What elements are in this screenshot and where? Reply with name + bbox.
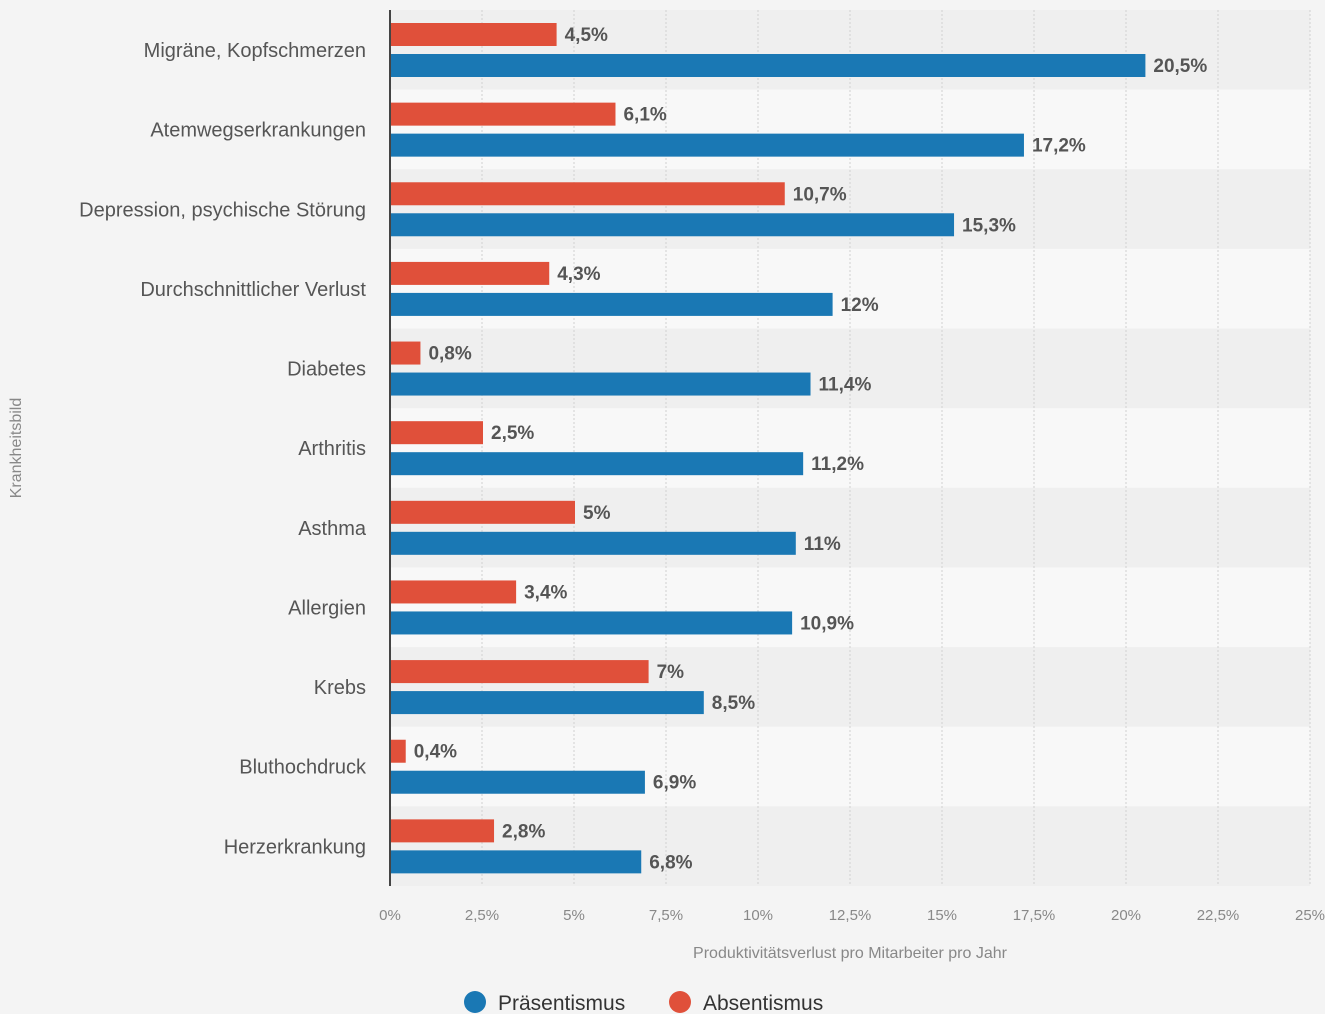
data-label-absentismus: 2,8% [502,821,545,842]
bar-praesentismus [391,850,641,873]
data-label-absentismus: 2,5% [491,423,534,444]
row-band [390,10,1310,90]
category-label: Arthritis [298,438,366,460]
bar-absentismus [391,580,516,603]
bar-praesentismus [391,134,1024,157]
bar-praesentismus [391,373,811,396]
data-label-praesentismus: 15,3% [962,215,1016,236]
bar-absentismus [391,342,420,365]
legend-label-absentismus: Absentismus [703,992,823,1014]
x-axis-title: Produktivitätsverlust pro Mitarbeiter pr… [693,945,1008,962]
row-band [390,169,1310,249]
data-label-absentismus: 4,5% [565,25,608,46]
x-tick-label: 10% [743,907,773,924]
x-tick-label: 0% [379,907,401,924]
bar-praesentismus [391,452,803,475]
y-axis-title: Krankheitsbild [8,398,25,499]
row-band [390,90,1310,170]
bar-praesentismus [391,771,645,794]
category-label: Migräne, Kopfschmerzen [144,40,366,62]
data-label-absentismus: 10,7% [793,184,847,205]
category-label: Bluthochdruck [239,757,367,779]
data-label-praesentismus: 8,5% [712,693,755,714]
row-band [390,329,1310,409]
legend: Präsentismus Absentismus [464,991,823,1014]
bar-absentismus [391,103,615,126]
data-label-praesentismus: 10,9% [800,613,854,634]
data-label-absentismus: 0,4% [414,742,457,763]
x-tick-label: 2,5% [465,907,499,924]
category-label: Diabetes [287,359,366,381]
bar-praesentismus [391,293,833,316]
category-label: Atemwegserkrankungen [150,120,366,142]
x-tick-label: 22,5% [1197,907,1240,924]
legend-label-praesentismus: Präsentismus [498,992,625,1014]
data-label-praesentismus: 20,5% [1153,56,1207,77]
bar-absentismus [391,819,494,842]
data-label-praesentismus: 6,9% [653,773,696,794]
data-label-praesentismus: 11% [804,534,841,555]
bar-praesentismus [391,691,704,714]
data-label-absentismus: 7% [657,662,685,683]
bar-absentismus [391,182,785,205]
data-label-praesentismus: 11,2% [811,454,864,475]
data-label-absentismus: 0,8% [428,344,471,365]
data-label-praesentismus: 17,2% [1032,136,1086,157]
bar-praesentismus [391,213,954,236]
bar-absentismus [391,421,483,444]
data-label-praesentismus: 6,8% [649,852,692,873]
bar-absentismus [391,23,557,46]
category-label: Krebs [314,677,366,699]
bar-absentismus [391,660,649,683]
data-label-praesentismus: 11,4% [819,375,872,396]
row-band [390,249,1310,329]
category-label: Depression, psychische Störung [79,199,366,221]
category-label: Herzerkrankung [224,836,366,858]
data-label-absentismus: 3,4% [524,582,567,603]
x-tick-label: 7,5% [649,907,683,924]
bar-praesentismus [391,532,796,555]
category-label: Durchschnittlicher Verlust [140,279,366,301]
bar-praesentismus [391,54,1145,77]
bar-absentismus [391,262,549,285]
data-label-absentismus: 4,3% [557,264,600,285]
bar-absentismus [391,501,575,524]
x-tick-label: 12,5% [829,907,872,924]
x-tick-label: 17,5% [1013,907,1056,924]
data-label-praesentismus: 12% [841,295,879,316]
bar-praesentismus [391,611,792,634]
x-tick-label: 15% [927,907,957,924]
x-tick-label: 20% [1111,907,1141,924]
x-tick-label: 5% [563,907,585,924]
data-label-absentismus: 6,1% [623,105,666,126]
legend-marker-praesentismus [464,991,486,1013]
bar-absentismus [391,740,406,763]
category-label: Allergien [288,597,366,619]
legend-marker-absentismus [669,991,691,1013]
x-tick-label: 25% [1295,907,1325,924]
category-label: Asthma [298,518,367,540]
data-label-absentismus: 5% [583,503,611,524]
